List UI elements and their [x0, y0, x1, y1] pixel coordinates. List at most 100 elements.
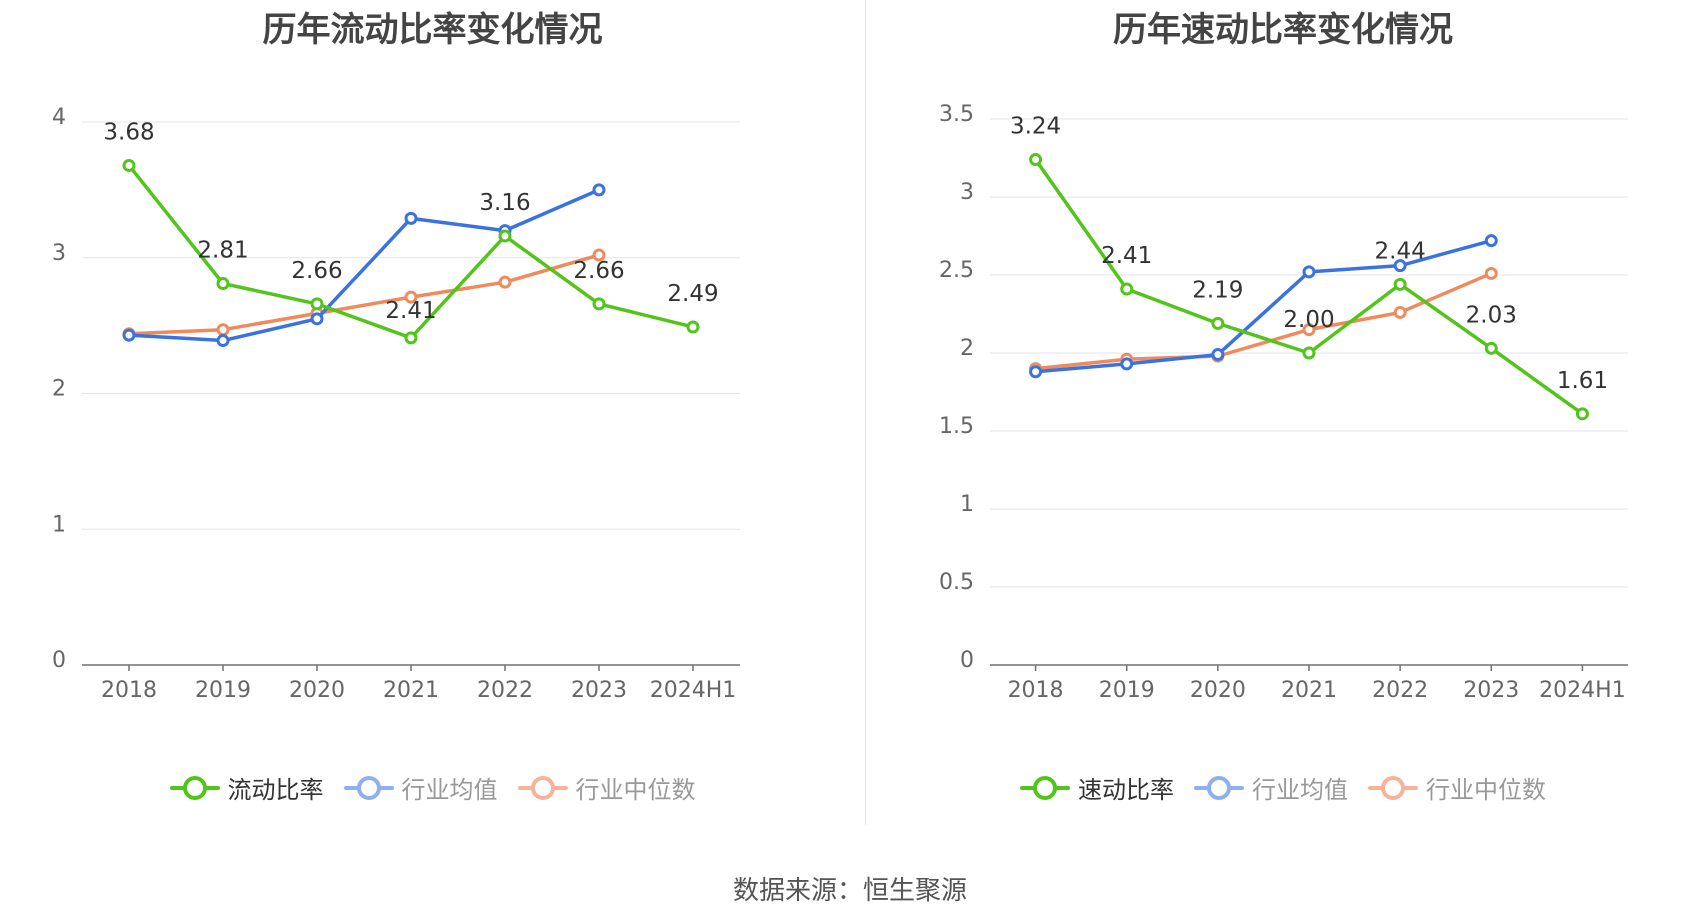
- data-point: [216, 334, 230, 348]
- data-point: [122, 158, 136, 172]
- y-tick-label: 1.5: [939, 414, 974, 439]
- x-tick-label: 2021: [1281, 678, 1337, 703]
- y-tick-label: 3: [52, 241, 66, 266]
- data-label: 2.66: [291, 258, 342, 284]
- data-point: [1393, 259, 1407, 273]
- x-tick-label: 2023: [1463, 678, 1519, 703]
- data-point: [1484, 266, 1498, 280]
- data-label: 3.68: [103, 119, 154, 145]
- y-tick-label: 2.5: [939, 258, 974, 283]
- x-tick-label: 2022: [477, 678, 533, 703]
- legend-item-industry-mean[interactable]: 行业均值: [1194, 770, 1348, 805]
- legend-item-quick-ratio[interactable]: 速动比率: [1020, 770, 1174, 805]
- data-point: [1211, 316, 1225, 330]
- data-point: [1575, 407, 1589, 421]
- legend-marker-green: [169, 775, 220, 800]
- data-point: [1029, 365, 1043, 379]
- legend-label: 行业均值: [1252, 776, 1348, 804]
- y-tick-label: 0: [960, 648, 974, 673]
- data-point: [498, 229, 512, 243]
- legend-marker-blue: [1194, 775, 1244, 800]
- legend-item-industry-median[interactable]: 行业中位数: [517, 770, 696, 805]
- data-label: 2.49: [667, 281, 718, 307]
- data-point: [1302, 346, 1316, 360]
- data-point: [404, 331, 418, 345]
- y-tick-label: 0: [52, 648, 66, 673]
- data-label: 2.81: [197, 238, 248, 264]
- data-point: [310, 312, 324, 326]
- data-point: [1211, 348, 1225, 362]
- y-tick-label: 2: [960, 336, 974, 361]
- x-tick-label: 2020: [289, 678, 345, 703]
- data-point: [1393, 277, 1407, 291]
- legend-item-current-ratio[interactable]: 流动比率: [169, 770, 324, 805]
- legend-item-industry-median[interactable]: 行业中位数: [1368, 770, 1546, 805]
- data-point: [1302, 265, 1316, 279]
- legend-label: 流动比率: [227, 776, 324, 804]
- legend-quick-ratio: 速动比率 行业均值 行业中位数: [866, 770, 1700, 805]
- series-line-1: [128, 188, 600, 343]
- x-tick-label: 2018: [1008, 678, 1064, 703]
- x-tick-label: 2022: [1372, 678, 1428, 703]
- series-line-0: [1034, 158, 1584, 416]
- series-line-2: [128, 253, 600, 336]
- y-tick-label: 3: [960, 180, 974, 205]
- data-source-note: 数据来源：恒生聚源: [732, 876, 967, 906]
- quick-ratio-chart: 0 0.5 1 1.5 2 2.5 3 3.5 2018 2019 2020 2021 2022 2023…: [939, 102, 1628, 703]
- chart-title-current-ratio: 历年流动比率变化情况: [262, 10, 603, 50]
- y-tick-label: 1: [52, 512, 66, 537]
- y-tick-label: 3.5: [939, 102, 974, 127]
- data-point: [404, 290, 418, 304]
- data-label: 1.61: [1557, 368, 1608, 394]
- y-tick-label: 1: [960, 492, 974, 517]
- x-tick-label: 2021: [383, 678, 439, 703]
- data-label: 3.16: [479, 190, 530, 216]
- data-label: 2.41: [1101, 243, 1152, 269]
- x-tick-label: 2019: [195, 678, 251, 703]
- x-tick-label: 2023: [571, 678, 627, 703]
- data-point: [686, 320, 700, 334]
- data-point: [592, 183, 606, 197]
- data-point: [1393, 305, 1407, 319]
- data-point: [1302, 323, 1316, 337]
- chart-title-quick-ratio: 历年速动比率变化情况: [1113, 10, 1453, 50]
- data-point: [1484, 234, 1498, 248]
- y-tick-label: 4: [52, 105, 66, 130]
- data-label: 2.41: [385, 298, 436, 324]
- data-point: [498, 275, 512, 289]
- data-label: 2.44: [1375, 238, 1426, 264]
- x-tick-label: 2024H1: [1539, 678, 1626, 703]
- data-label: 2.00: [1283, 307, 1334, 333]
- x-tick-label: 2024H1: [650, 678, 737, 703]
- y-tick-label: 2: [52, 377, 66, 402]
- data-point: [216, 323, 230, 337]
- legend-marker-blue: [343, 775, 394, 800]
- data-point: [122, 328, 136, 342]
- panel-divider: [865, 0, 866, 825]
- legend-marker-orange: [1368, 775, 1418, 800]
- data-point: [1029, 153, 1043, 167]
- x-tick-label: 2018: [101, 678, 157, 703]
- quick-ratio-panel: 历年速动比率变化情况 0 0.5 1 1.5 2 2.5 3 3.5 2018 2019 2020 2…: [866, 0, 1700, 830]
- data-point: [310, 297, 324, 311]
- data-point: [592, 297, 606, 311]
- legend-label: 行业均值: [401, 776, 498, 804]
- data-point: [592, 248, 606, 262]
- data-point: [404, 211, 418, 225]
- data-point: [1484, 341, 1498, 355]
- data-label: 3.24: [1010, 114, 1061, 140]
- current-ratio-chart: 0 1 2 3 4 2018 2019 2020 2021 2022 2023 2024H1 3.68 2…: [52, 105, 740, 703]
- current-ratio-panel: 历年流动比率变化情况 0 1 2 3 4 2018 2019 2020 2021 2022 2023…: [0, 0, 865, 830]
- series-line-1: [1035, 238, 1492, 374]
- legend-marker-green: [1020, 775, 1070, 800]
- y-tick-label: 0.5: [939, 570, 974, 595]
- legend-label: 速动比率: [1078, 776, 1174, 804]
- data-point: [216, 277, 230, 291]
- legend-label: 行业中位数: [1426, 776, 1546, 804]
- series-line-2: [1035, 271, 1492, 371]
- data-point: [1120, 282, 1134, 296]
- x-tick-label: 2020: [1190, 678, 1246, 703]
- legend-item-industry-mean[interactable]: 行业均值: [343, 770, 498, 805]
- legend-current-ratio: 流动比率 行业均值 行业中位数: [0, 770, 865, 805]
- data-label: 2.66: [573, 258, 624, 284]
